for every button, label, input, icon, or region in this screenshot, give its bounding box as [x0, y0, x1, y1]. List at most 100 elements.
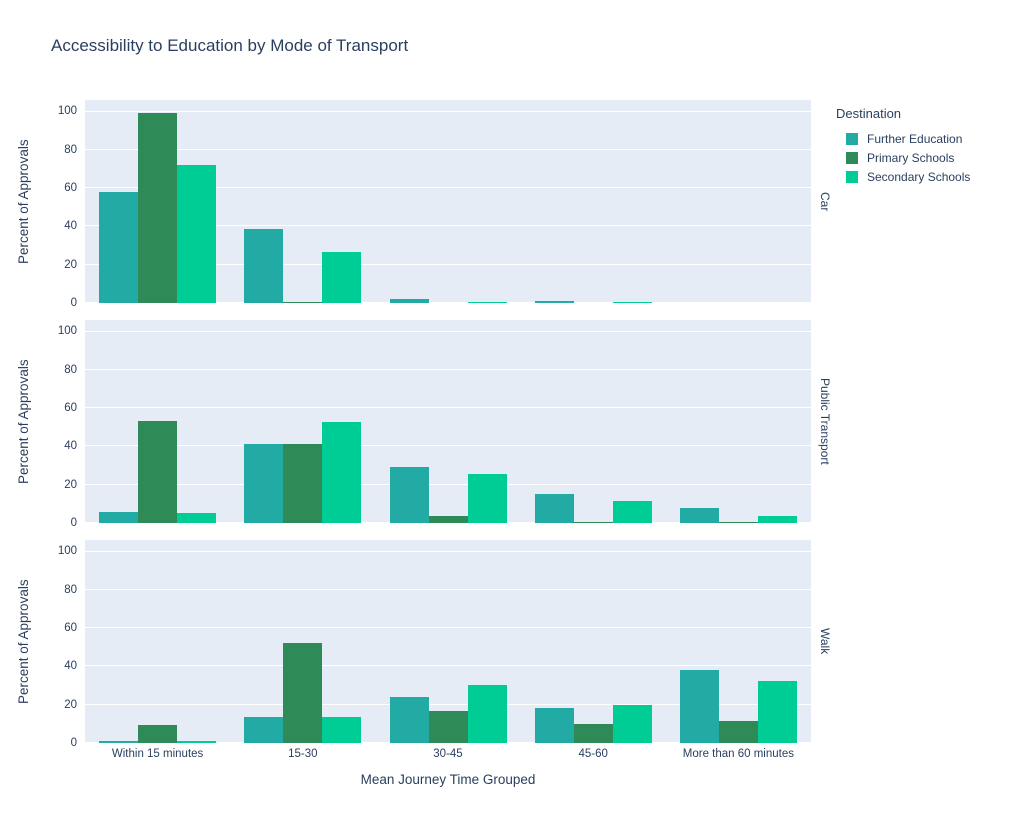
legend-title: Destination [836, 106, 902, 121]
legend-item-label: Secondary Schools [867, 169, 971, 184]
legend-items: Further Education Primary Schools Secondar… [836, 129, 1011, 186]
y-tick-label: 80 [64, 143, 77, 156]
y-tick-label: 60 [64, 622, 77, 635]
y-tick-label: 20 [64, 478, 77, 491]
bar[interactable] [177, 165, 217, 303]
legend-swatch-icon [846, 151, 858, 164]
facet-label-public-transport: Public Transport [818, 378, 832, 465]
legend: Destination Further Education Primary Sch… [836, 106, 1011, 186]
y-tick-label: 0 [70, 517, 77, 529]
legend-item-secondary-schools[interactable]: Secondary Schools [836, 167, 1011, 186]
gridline [85, 588, 811, 590]
bar[interactable] [138, 113, 178, 303]
bar[interactable] [244, 229, 284, 303]
bar[interactable] [99, 512, 139, 523]
legend-item-primary-schools[interactable]: Primary Schools [836, 148, 1011, 167]
bar[interactable] [718, 522, 758, 523]
gridline [85, 148, 811, 150]
y-tick-label: 60 [64, 182, 77, 195]
bar[interactable] [718, 720, 758, 743]
bar[interactable] [322, 717, 362, 743]
legend-swatch-icon [846, 132, 858, 145]
bar[interactable] [679, 507, 719, 523]
y-tick-label: 60 [64, 402, 77, 415]
gridline [85, 665, 811, 667]
bar[interactable] [534, 301, 574, 303]
bar[interactable] [283, 444, 323, 523]
plot-panel-public-transport [85, 320, 811, 523]
x-tick-label: 15-30 [288, 748, 318, 760]
bar[interactable] [679, 670, 719, 743]
gridline [85, 407, 811, 409]
bar[interactable] [573, 522, 613, 523]
bar[interactable] [534, 494, 574, 523]
gridline [85, 627, 811, 629]
y-tick-label: 100 [57, 545, 77, 558]
facet-label-car: Car [818, 191, 832, 212]
bar[interactable] [99, 741, 139, 743]
y-tick-label: 40 [64, 220, 77, 233]
bar[interactable] [177, 741, 217, 743]
y-axis-title: Percent of Approvals [16, 139, 31, 264]
bar[interactable] [283, 643, 323, 743]
bar[interactable] [428, 516, 468, 523]
bar[interactable] [99, 191, 139, 303]
bar[interactable] [612, 704, 652, 743]
x-axis-title: Mean Journey Time Grouped [360, 772, 536, 787]
y-tick-label: 80 [64, 363, 77, 376]
bar[interactable] [322, 252, 362, 303]
bar[interactable] [389, 299, 429, 303]
bar[interactable] [757, 680, 797, 743]
legend-item-further-education[interactable]: Further Education [836, 129, 1011, 148]
y-tick-label: 20 [64, 698, 77, 711]
gridline [85, 302, 811, 303]
gridline [85, 703, 811, 705]
gridline [85, 225, 811, 227]
gridline [85, 368, 811, 370]
bar[interactable] [177, 513, 217, 523]
y-tick-label: 20 [64, 258, 77, 271]
x-tick-label: More than 60 minutes [682, 748, 794, 760]
bar[interactable] [428, 711, 468, 743]
y-axis-title: Percent of Approvals [16, 359, 31, 484]
chart-title: Accessibility to Education by Mode of Tr… [51, 36, 409, 55]
gridline [85, 330, 811, 332]
y-axis-title: Percent of Approvals [16, 579, 31, 704]
bar[interactable] [467, 684, 507, 743]
bar[interactable] [283, 302, 323, 303]
x-tick-label: Within 15 minutes [111, 748, 204, 760]
bar[interactable] [612, 500, 652, 523]
bar[interactable] [534, 707, 574, 743]
bar[interactable] [322, 422, 362, 523]
y-tick-label: 0 [70, 737, 77, 749]
gridline [85, 263, 811, 265]
y-tick-label: 100 [57, 105, 77, 118]
y-tick-label: 40 [64, 440, 77, 453]
bar[interactable] [389, 467, 429, 523]
legend-item-label: Primary Schools [867, 150, 955, 165]
bar[interactable] [573, 723, 613, 743]
bar[interactable] [612, 302, 652, 303]
y-tick-label: 100 [57, 325, 77, 338]
facet-label-walk: Walk [818, 628, 832, 655]
y-tick-label: 40 [64, 660, 77, 673]
bar[interactable] [244, 444, 284, 523]
bar[interactable] [138, 724, 178, 743]
y-tick-label: 80 [64, 583, 77, 596]
bar[interactable] [467, 474, 507, 523]
bar[interactable] [244, 717, 284, 743]
gridline [85, 187, 811, 189]
legend-swatch-icon [846, 170, 858, 183]
bar[interactable] [138, 420, 178, 523]
bar[interactable] [467, 301, 507, 303]
gridline [85, 550, 811, 552]
gridline [85, 445, 811, 447]
gridline [85, 110, 811, 112]
x-tick-label: 30-45 [433, 748, 463, 760]
bar[interactable] [757, 516, 797, 523]
y-tick-label: 0 [70, 297, 77, 309]
x-tick-label: 45-60 [578, 748, 608, 760]
bar[interactable] [389, 697, 429, 743]
legend-item-label: Further Education [867, 131, 963, 146]
